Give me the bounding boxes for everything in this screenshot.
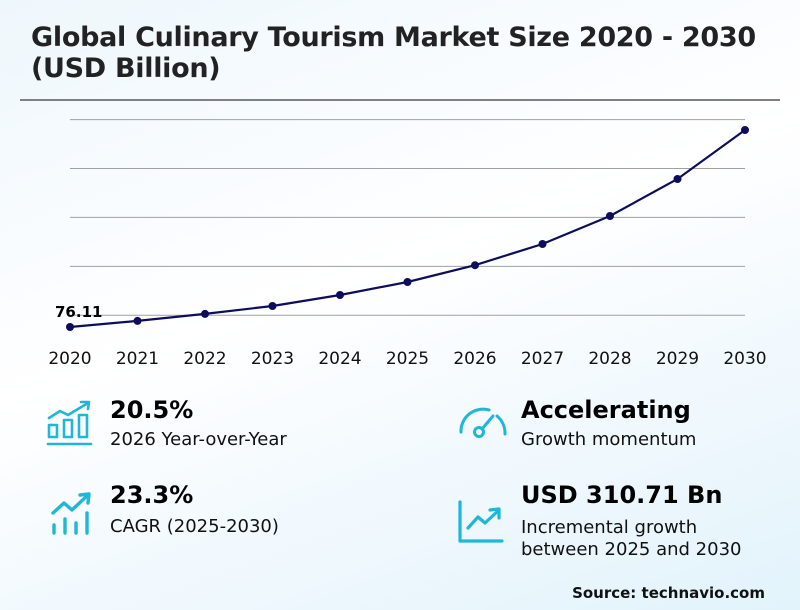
data-point bbox=[741, 126, 749, 134]
stat-incremental-desc-line2: between 2025 and 2030 bbox=[521, 539, 742, 560]
stat-cagr-desc: CAGR (2025-2030) bbox=[110, 516, 279, 537]
x-tick-label: 2027 bbox=[521, 349, 564, 369]
x-tick-label: 2020 bbox=[48, 349, 91, 369]
data-point bbox=[201, 309, 209, 318]
data-point bbox=[66, 323, 74, 331]
stat-incremental-desc-line1: Incremental growth bbox=[521, 517, 698, 538]
data-point bbox=[606, 212, 614, 220]
stat-cagr-value: 23.3% bbox=[110, 481, 194, 509]
data-point bbox=[268, 302, 277, 310]
x-axis-labels: 2020 2021 2022 2023 2024 2025 2026 2027 2028 2029… bbox=[48, 349, 766, 369]
x-tick-label: 2025 bbox=[386, 349, 429, 369]
trend-up-bars-icon bbox=[51, 492, 91, 535]
stat-momentum-desc: Growth momentum bbox=[521, 429, 697, 450]
data-point bbox=[673, 175, 682, 183]
line-chart-up-icon bbox=[458, 500, 504, 543]
series-line bbox=[69, 129, 746, 329]
data-point bbox=[471, 261, 479, 270]
data-point bbox=[336, 291, 344, 299]
x-tick-label: 2023 bbox=[251, 349, 294, 369]
stat-yoy-desc: 2026 Year-over-Year bbox=[110, 429, 287, 450]
x-tick-label: 2022 bbox=[183, 349, 226, 369]
stat-yoy-value: 20.5% bbox=[110, 396, 194, 424]
stat-momentum-value: Accelerating bbox=[521, 396, 691, 424]
title-divider bbox=[20, 99, 780, 101]
first-value-label: 76.11 bbox=[55, 303, 102, 321]
data-points bbox=[66, 126, 749, 331]
source-credit: Source: technavio.com bbox=[572, 584, 765, 602]
chart-title: Global Culinary Tourism Market Size 2020… bbox=[31, 22, 756, 84]
data-point bbox=[133, 316, 142, 325]
x-tick-label: 2021 bbox=[116, 349, 159, 369]
x-tick-label: 2028 bbox=[588, 349, 631, 369]
bar-chart-growth-icon bbox=[46, 400, 93, 446]
x-tick-label: 2024 bbox=[318, 349, 361, 369]
x-tick-label: 2030 bbox=[723, 349, 766, 369]
x-tick-label: 2026 bbox=[453, 349, 496, 369]
speedometer-icon bbox=[459, 407, 507, 438]
data-point bbox=[538, 240, 547, 248]
line-chart: 2020 2021 2022 2023 2024 2025 2026 2027 2028 2029… bbox=[48, 119, 767, 369]
stat-incremental-value: USD 310.71 Bn bbox=[521, 481, 723, 509]
x-tick-label: 2029 bbox=[656, 349, 699, 369]
data-point bbox=[403, 278, 412, 286]
